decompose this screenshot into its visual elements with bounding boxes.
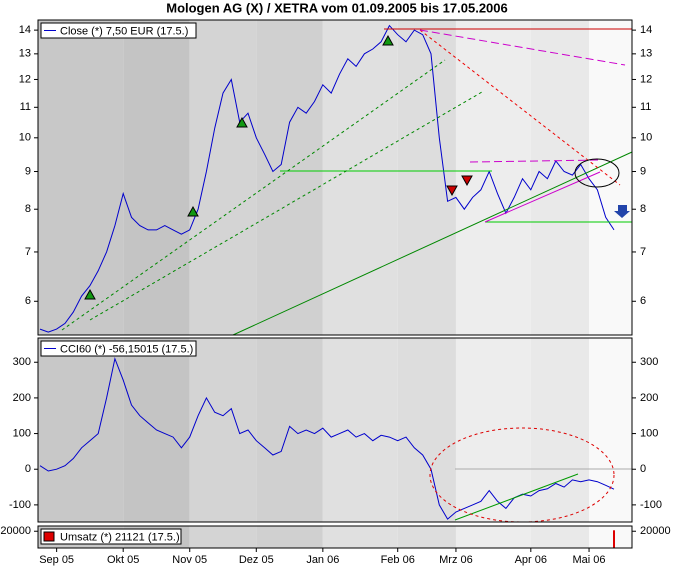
line: [39, 24, 615, 333]
y-tick-label-right: 300: [640, 356, 658, 368]
y-tick-label-right: 10: [640, 132, 652, 144]
x-tick-label: Feb 06: [381, 554, 415, 566]
x-tick-label: Apr 06: [515, 554, 547, 566]
band: [38, 338, 124, 522]
x-tick-label: Sep 05: [39, 554, 74, 566]
band: [530, 20, 590, 335]
y-tick-label: 0: [25, 463, 31, 475]
panel-frames: [37, 19, 633, 549]
band: [189, 526, 257, 548]
band: [530, 526, 590, 548]
band: [397, 526, 456, 548]
band: [123, 20, 190, 335]
y-tick-label: 11: [20, 101, 31, 113]
x-tick-label: Dez 05: [239, 554, 274, 566]
band: [455, 526, 531, 548]
band: [189, 338, 257, 522]
y-tick-label-right: 100: [640, 427, 658, 439]
y-tick-label-right: 9: [640, 165, 646, 177]
y-tick-label-right: 6: [640, 295, 646, 307]
band: [256, 20, 323, 335]
band: [397, 20, 456, 335]
band: [589, 526, 632, 548]
band: [397, 338, 456, 522]
band: [189, 20, 257, 335]
y-tick-label-right: 7: [640, 246, 646, 258]
y-tick-label-right: 200: [640, 392, 658, 404]
band: [256, 338, 323, 522]
legend-label: Close (*) 7,50 EUR (17.5.): [60, 25, 188, 37]
y-tick-label: 13: [19, 48, 31, 60]
x-tick-label: Okt 05: [107, 554, 139, 566]
legend-label: Umsatz (*) 21121 (17.5.): [60, 531, 180, 543]
band: [38, 20, 124, 335]
band: [530, 338, 590, 522]
marks: Sep 05 Okt 05 Nov 05 Dez 05 Jan 06 Feb 06 Mrz …: [0, 22, 671, 566]
x-tick-label: Jan 06: [306, 554, 339, 566]
y-tick-label: 12: [19, 73, 31, 85]
x-tick-label: Mai 06: [573, 554, 606, 566]
legend-box: [40, 340, 197, 357]
chart-title: Mologen AG (X) / XETRA vom 01.09.2005 bi…: [166, 0, 508, 15]
y-tick-label-right: -100: [640, 499, 662, 511]
legend-box: [40, 528, 182, 545]
y-tick-label-right: 20000: [640, 525, 671, 537]
band: [256, 526, 323, 548]
month-bands: [38, 20, 632, 548]
y-tick-label-right: 13: [640, 48, 652, 60]
legend-label: CCI60 (*) -56,15015 (17.5.): [60, 343, 193, 355]
x-tick-label: Mrz 06: [439, 554, 473, 566]
y-tick-label: 200: [13, 392, 31, 404]
bar: [613, 530, 615, 548]
band: [589, 338, 632, 522]
y-tick-label: 14: [19, 24, 31, 36]
band: [322, 526, 398, 548]
annotations: [61, 28, 633, 523]
y-tick-label: 6: [25, 295, 31, 307]
y-tick-label: 8: [25, 203, 31, 215]
y-tick-label: -100: [9, 499, 31, 511]
y-tick-label-right: 0: [640, 463, 646, 475]
x-tick-label: Nov 05: [172, 554, 207, 566]
y-tick-label-right: 11: [640, 101, 651, 113]
y-tick-label: 7: [25, 246, 31, 258]
y-tick-label: 9: [25, 165, 31, 177]
y-tick-label: 300: [13, 356, 31, 368]
legend-box: [40, 22, 197, 39]
band: [322, 338, 398, 522]
y-tick-label: 100: [13, 427, 31, 439]
legend-swatch: [43, 531, 55, 542]
y-tick-label-right: 14: [640, 24, 652, 36]
y-tick-label-right: 12: [640, 73, 652, 85]
y-tick-label-right: 8: [640, 203, 646, 215]
y-tick-label: 10: [19, 132, 31, 144]
y-tick-label: 20000: [0, 525, 31, 537]
